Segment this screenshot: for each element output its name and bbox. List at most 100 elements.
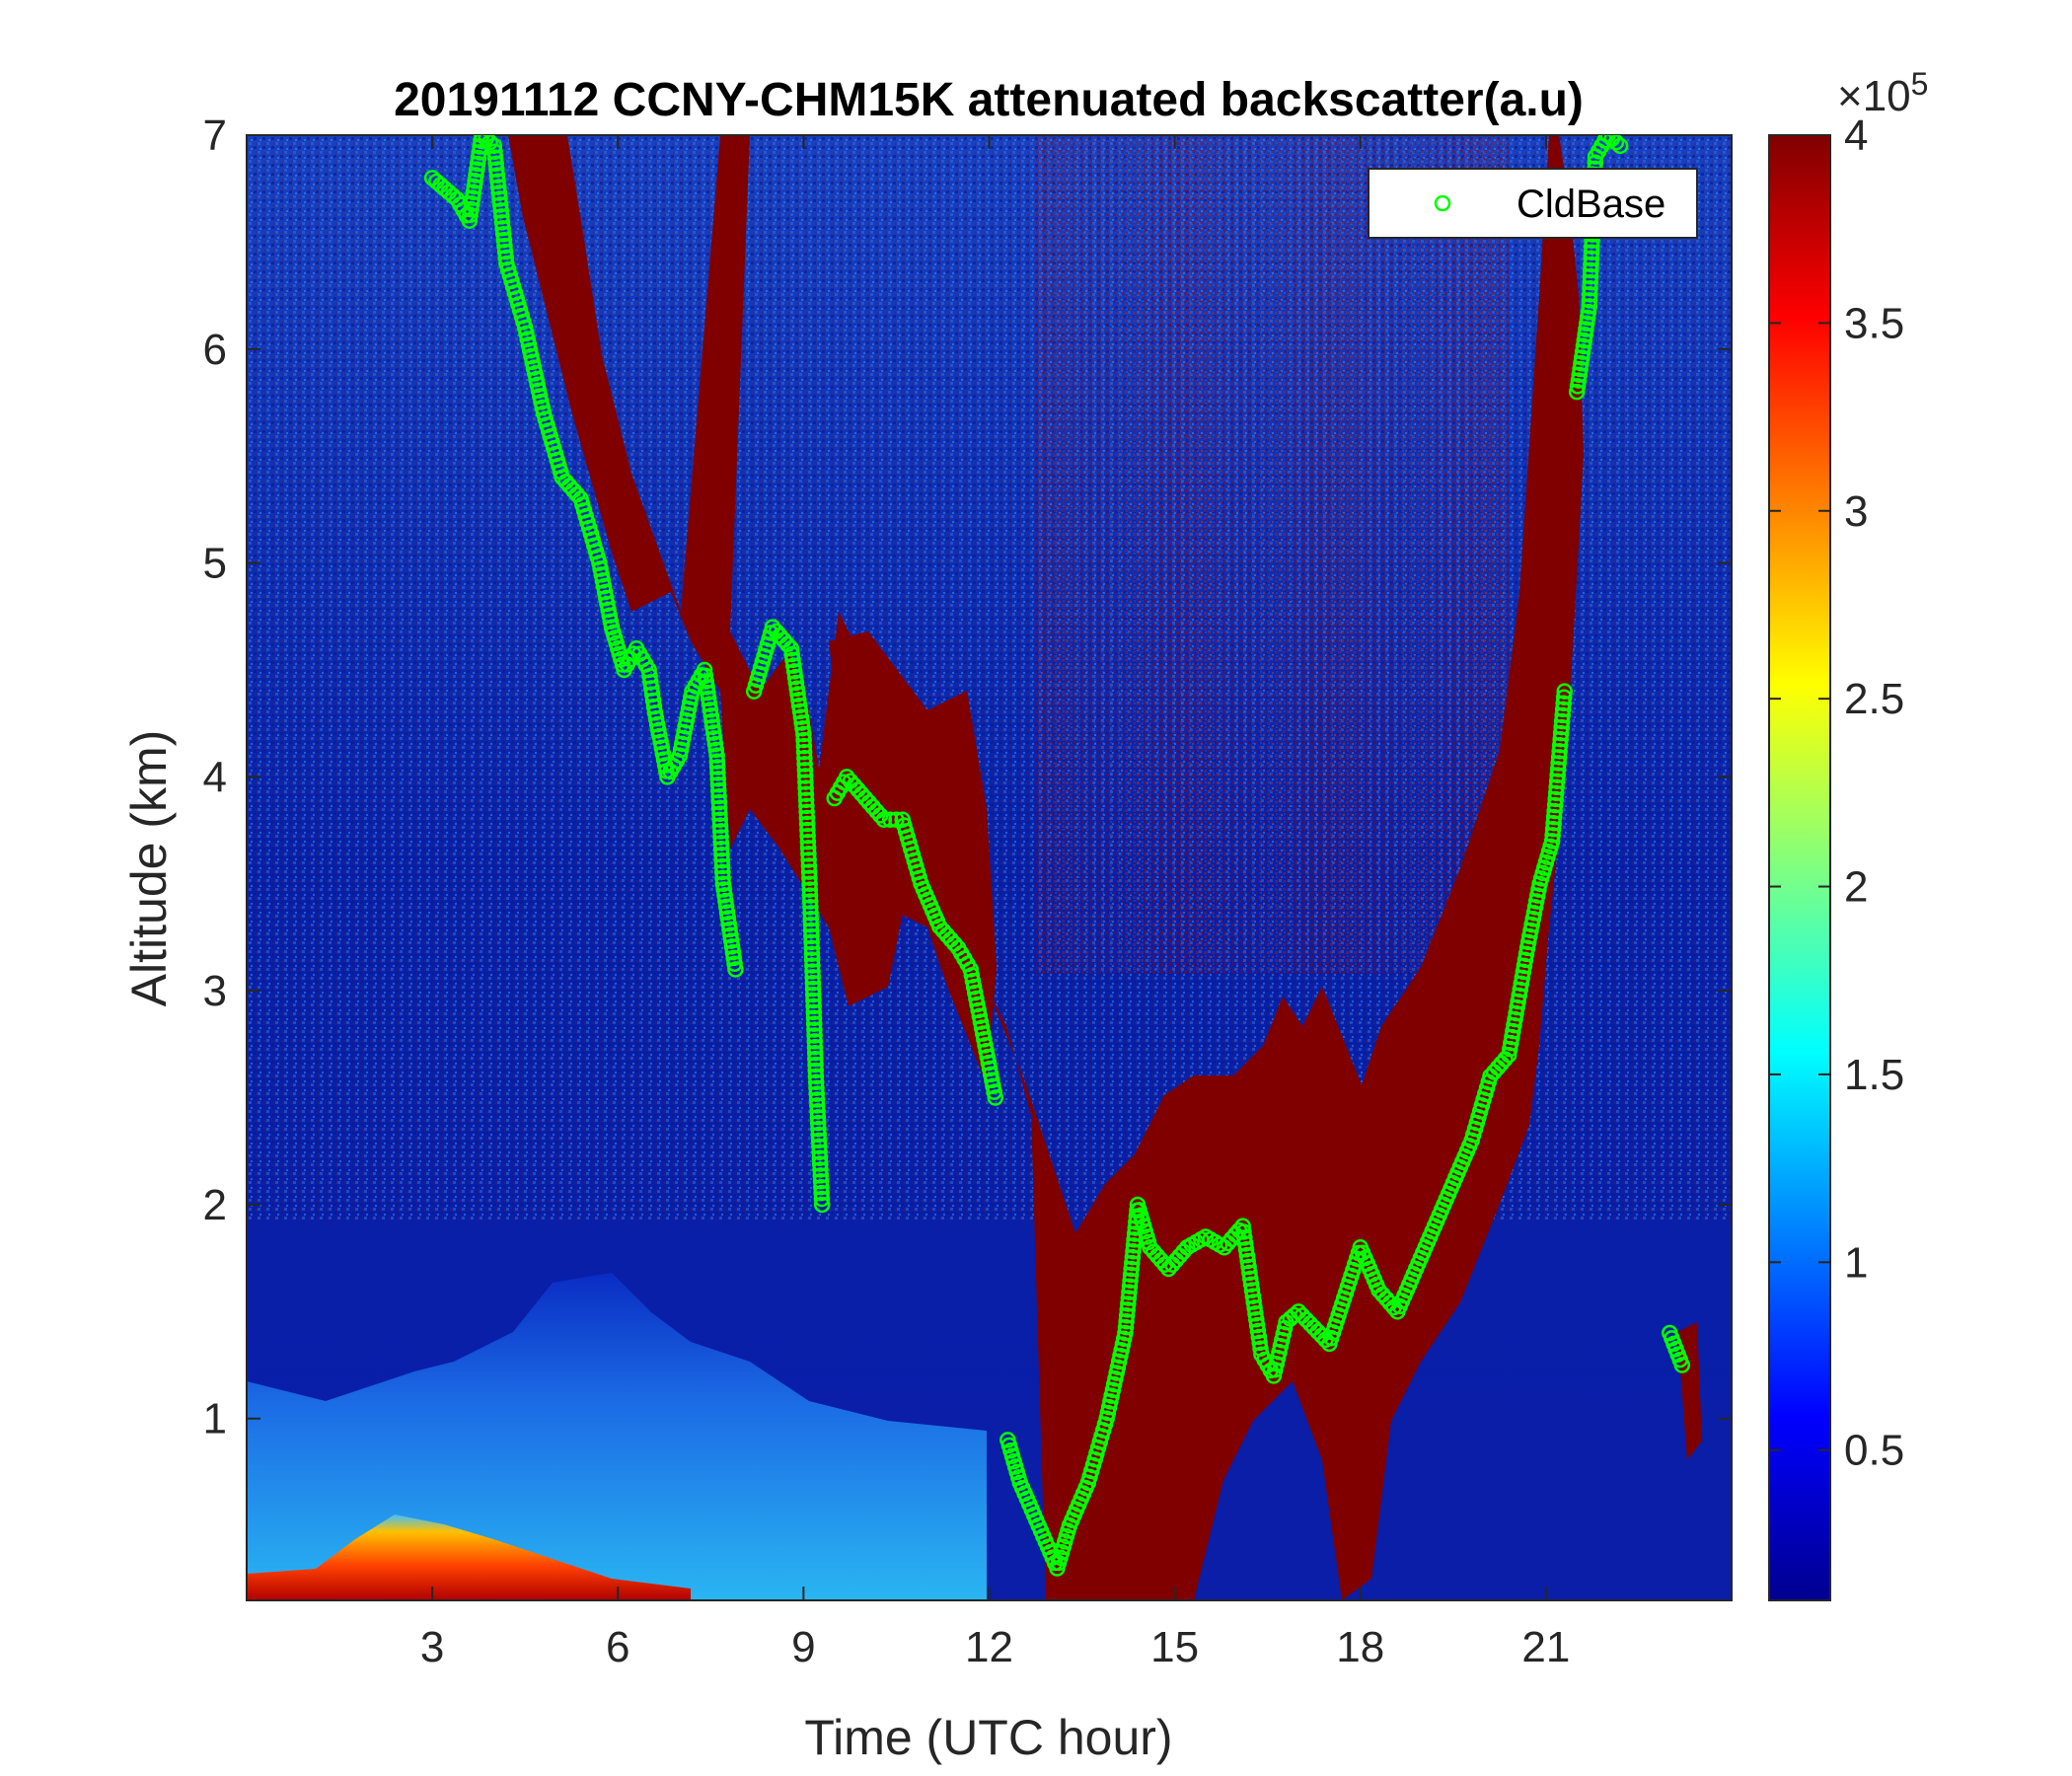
cldbase-point-interp bbox=[1583, 256, 1599, 273]
cldbase-point-interp bbox=[1122, 1266, 1140, 1284]
cldbase-point-interp bbox=[1238, 1246, 1256, 1264]
cldbase-point-interp bbox=[1551, 737, 1569, 754]
cldbase-point-interp bbox=[711, 817, 729, 834]
cldbase-point-interp bbox=[812, 1167, 830, 1184]
cldbase-point-interp bbox=[1583, 261, 1599, 279]
cldbase-point-interp bbox=[710, 787, 727, 805]
colorbar-ticks: 0.5 1 1.5 2 2.5 3 3.5 4 bbox=[1769, 111, 1904, 1475]
cldbase-point-interp bbox=[985, 1077, 1001, 1094]
cldbase-point-interp bbox=[1510, 993, 1526, 1010]
cldbase-point-interp bbox=[654, 745, 672, 762]
cldbase-point-interp bbox=[810, 1132, 828, 1149]
backscatter-heatmap bbox=[247, 135, 1732, 1600]
cldbase-point-interp bbox=[1551, 743, 1568, 760]
y-axis-ticks: 1 2 3 4 5 6 7 bbox=[203, 111, 1732, 1443]
cldbase-point-interp bbox=[1505, 1022, 1521, 1040]
cldbase-point-interp bbox=[811, 1138, 828, 1155]
cldbase-point-interp bbox=[1549, 767, 1566, 783]
cldbase-point-interp bbox=[804, 969, 821, 986]
cldbase-point-interp bbox=[709, 765, 726, 781]
cldbase-point bbox=[485, 137, 503, 155]
cldbase-point bbox=[1581, 298, 1598, 315]
cldbase-point-interp bbox=[1247, 1305, 1264, 1322]
cldbase-point-interp bbox=[491, 196, 509, 213]
cldbase-point-interp bbox=[717, 892, 734, 910]
cldbase-point-interp bbox=[1121, 1278, 1139, 1295]
cldbase-point-interp bbox=[800, 851, 817, 868]
cldbase-point-interp bbox=[1516, 957, 1533, 975]
cldbase-point-interp bbox=[1506, 1016, 1522, 1034]
cldbase-point-interp bbox=[469, 161, 485, 178]
colorbar-tick-label: 2 bbox=[1844, 863, 1868, 912]
cldbase-point-interp bbox=[711, 811, 728, 828]
cldbase-point-interp bbox=[488, 161, 505, 178]
cldbase-point-interp bbox=[799, 834, 817, 851]
cldbase-point bbox=[708, 747, 725, 764]
cldbase-point-interp bbox=[805, 1009, 823, 1026]
cldbase-point-interp bbox=[1120, 1295, 1137, 1312]
cldbase-point bbox=[591, 555, 608, 571]
x-tick-label: 3 bbox=[420, 1623, 444, 1671]
cldbase-point-interp bbox=[496, 237, 513, 255]
cldbase-point-interp bbox=[721, 921, 738, 938]
cldbase-point bbox=[727, 961, 744, 978]
cldbase-point-interp bbox=[1523, 916, 1540, 933]
cldbase-point-interp bbox=[804, 957, 821, 974]
cldbase-point bbox=[640, 661, 657, 679]
cldbase-point-interp bbox=[495, 231, 513, 249]
cldbase-point-interp bbox=[1237, 1241, 1255, 1258]
cldbase-point-interp bbox=[592, 560, 609, 577]
colorbar: 0.5 1 1.5 2 2.5 3 3.5 4 ×105 bbox=[1768, 66, 1928, 1601]
cldbase-point-interp bbox=[789, 686, 806, 703]
cldbase-point-interp bbox=[598, 589, 615, 607]
cldbase-point-interp bbox=[800, 846, 817, 862]
y-tick-label: 5 bbox=[203, 540, 227, 588]
cldbase-point bbox=[671, 747, 689, 764]
cldbase-point-interp bbox=[493, 208, 510, 225]
cldbase-point-interp bbox=[717, 898, 735, 916]
cldbase-point-interp bbox=[785, 663, 803, 680]
cldbase-point-interp bbox=[1513, 975, 1530, 993]
cldbase-point-interp bbox=[1246, 1299, 1263, 1316]
cldbase-point-interp bbox=[802, 910, 820, 927]
cldbase-point-interp bbox=[811, 1155, 829, 1172]
cldbase-points bbox=[423, 135, 1691, 1577]
cldbase-point-interp bbox=[481, 135, 498, 151]
cldbase-point-interp bbox=[964, 973, 982, 990]
cldbase-point-interp bbox=[594, 572, 612, 589]
cldbase-point-interp bbox=[712, 835, 730, 851]
cldbase-point-interp bbox=[788, 680, 805, 698]
cldbase-point-interp bbox=[462, 206, 479, 224]
x-axis-title: Time (UTC hour) bbox=[804, 1710, 1172, 1765]
cldbase-point-interp bbox=[806, 1044, 824, 1062]
cldbase-point-interp bbox=[650, 721, 667, 739]
legend: CldBase bbox=[1368, 168, 1698, 239]
cldbase-point-interp bbox=[675, 729, 692, 747]
cldbase-point-interp bbox=[808, 1091, 826, 1108]
cldbase-point-interp bbox=[795, 743, 813, 761]
cldbase-point-interp bbox=[963, 967, 981, 984]
cldbase-point-interp bbox=[801, 869, 818, 886]
cldbase-point-interp bbox=[801, 887, 819, 904]
cldbase-point-interp bbox=[971, 1007, 989, 1025]
cldbase-point-interp bbox=[783, 645, 800, 663]
cldbase-point-interp bbox=[1123, 1260, 1140, 1278]
cldbase-point-interp bbox=[722, 932, 740, 949]
cldbase-point-interp bbox=[704, 718, 721, 736]
cldbase-point-interp bbox=[810, 1126, 828, 1144]
cldbase-point-interp bbox=[795, 737, 813, 755]
cldbase-point-interp bbox=[1118, 1307, 1136, 1324]
cldbase-point-interp bbox=[1121, 1284, 1138, 1300]
x-tick-label: 21 bbox=[1521, 1623, 1570, 1671]
cldbase-point-interp bbox=[1511, 987, 1527, 1004]
cldbase-point-interp bbox=[1582, 279, 1598, 297]
cldbase-point-interp bbox=[726, 955, 743, 972]
cldbase-point-interp bbox=[790, 697, 808, 714]
cldbase-point-interp bbox=[710, 799, 728, 817]
cldbase-point-interp bbox=[1245, 1294, 1262, 1310]
cldbase-point-interp bbox=[677, 717, 694, 735]
cldbase-point-interp bbox=[978, 1042, 995, 1060]
y-axis-title: Altitude (km) bbox=[121, 730, 177, 1007]
cldbase-point-interp bbox=[984, 1072, 1000, 1089]
cldbase-point-interp bbox=[701, 696, 718, 712]
